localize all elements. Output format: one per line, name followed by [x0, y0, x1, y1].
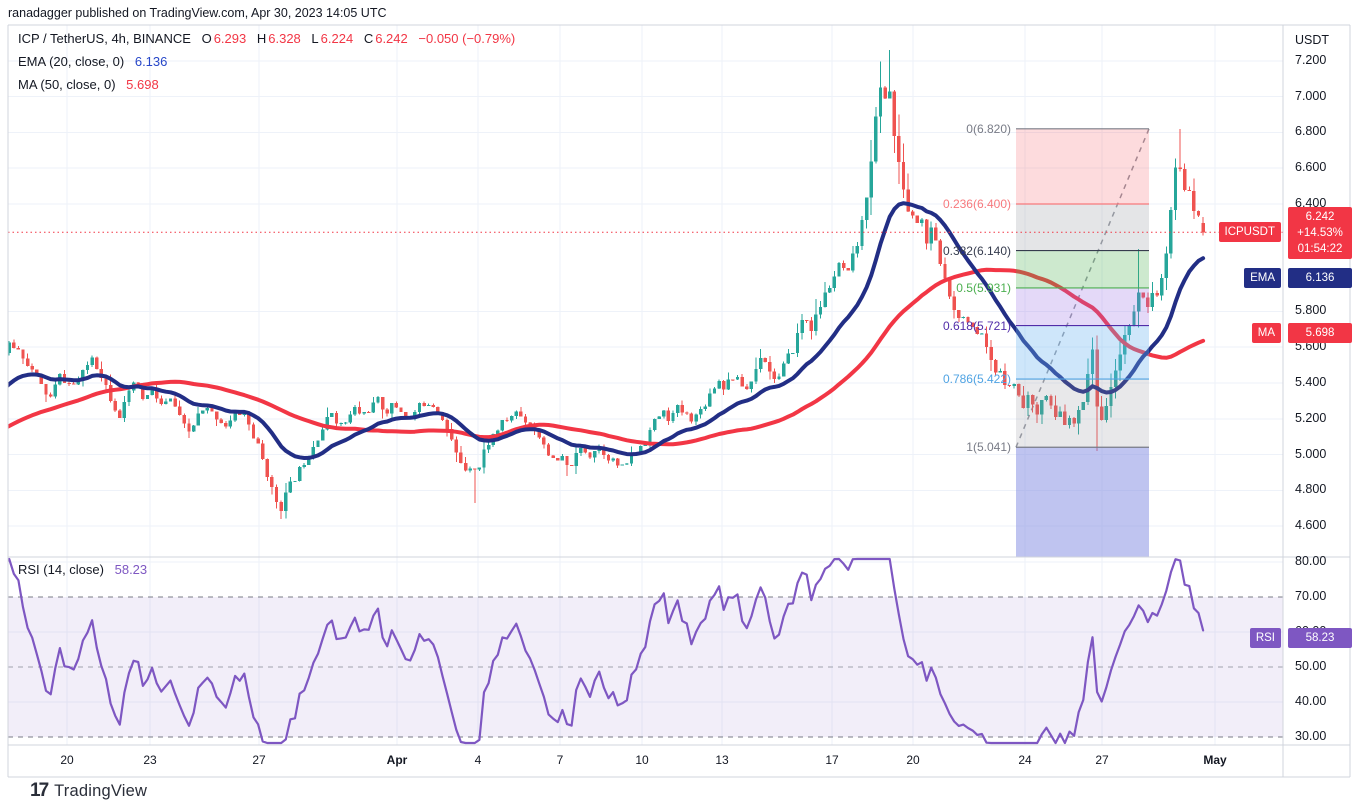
time-tick-label: 13: [715, 753, 729, 767]
rsi-tick-label: 30.00: [1295, 729, 1327, 743]
symbol-legend-row[interactable]: ICP / TetherUS, 4h, BINANCE O 6.293 H 6.32…: [18, 27, 515, 50]
bar-countdown: 01:54:22: [1297, 242, 1343, 255]
open-value: 6.293: [213, 31, 247, 46]
time-tick-label: 24: [1018, 753, 1032, 767]
close-value: 6.242: [375, 31, 408, 46]
fib-level-label: 1(5.041): [966, 440, 1011, 455]
ma-axis-badge[interactable]: 5.698: [1288, 323, 1352, 343]
ema-legend-row[interactable]: EMA (20, close, 0) 6.136: [18, 50, 515, 73]
time-tick-label: 10: [635, 753, 649, 767]
rsi-tick-label: 70.00: [1295, 589, 1327, 603]
ma-legend-row[interactable]: MA (50, close, 0) 5.698: [18, 73, 515, 96]
time-tick-label: 27: [1095, 753, 1109, 767]
open-label: O: [201, 31, 212, 46]
ma-tag[interactable]: MA: [1251, 323, 1281, 343]
change-value: −0.050 (−0.79%): [418, 31, 516, 46]
published-attribution: ranadagger published on TradingView.com,…: [8, 6, 387, 20]
time-tick-label: 7: [556, 753, 564, 767]
rsi-tick-label: 50.00: [1295, 659, 1327, 673]
last-price-axis-badge[interactable]: 6.242 +14.53% 01:54:22: [1288, 206, 1352, 259]
price-tick-label: 6.600: [1295, 160, 1327, 175]
fib-level-label: 0.382(6.140): [942, 243, 1011, 258]
ema-tag[interactable]: EMA: [1244, 268, 1281, 288]
fib-level-label: 0.786(5.422): [942, 372, 1011, 387]
price-tick-label: 4.600: [1295, 518, 1327, 533]
price-tick-label: 7.000: [1295, 88, 1327, 103]
fib-level-label: 0.236(6.400): [942, 197, 1011, 211]
ma-50-line: [8, 267, 1206, 447]
high-value: 6.328: [268, 31, 301, 46]
rsi-value: 58.23: [114, 562, 148, 577]
chart-legend: ICP / TetherUS, 4h, BINANCE O 6.293 H 6.32…: [18, 27, 515, 96]
fib-level-label: 0.5(5.931): [956, 280, 1011, 295]
rsi-tick-label: 80.00: [1295, 554, 1327, 568]
rsi-tag[interactable]: RSI: [1249, 628, 1281, 649]
ema-value: 6.136: [134, 54, 168, 69]
change-percent: +14.53%: [1297, 226, 1343, 239]
candles: [8, 50, 1205, 520]
symbol-title: ICP / TetherUS, 4h, BINANCE: [18, 31, 191, 46]
high-label: H: [256, 31, 267, 46]
price-tick-label: 5.000: [1295, 446, 1327, 461]
low-label: L: [311, 31, 319, 46]
fib-level-label: 0(6.820): [966, 121, 1011, 136]
price-tick-label: 7.200: [1295, 52, 1327, 67]
price-axis-unit: USDT: [1295, 33, 1330, 47]
ema-20-line: [8, 201, 1206, 460]
price-tick-label: 6.800: [1295, 124, 1327, 139]
last-price-symbol-tag[interactable]: ICPUSDT: [1218, 222, 1281, 243]
low-value: 6.224: [320, 31, 354, 46]
last-price: 6.242: [1305, 210, 1335, 223]
rsi-tick-label: 40.00: [1295, 694, 1327, 708]
close-label: C: [363, 31, 374, 46]
price-tick-label: 5.200: [1295, 410, 1327, 425]
price-tick-label: 5.400: [1295, 375, 1327, 389]
time-tick-label: Apr: [386, 753, 408, 767]
price-tick-label: 5.800: [1295, 303, 1327, 318]
time-tick-label: 20: [60, 753, 74, 767]
rsi-label: RSI (14, close): [18, 562, 104, 577]
tradingview-logo-text: TradingView: [54, 781, 148, 800]
rsi-line: [8, 557, 1205, 745]
pane-frame: [7, 24, 1351, 778]
time-tick-label: 23: [143, 753, 157, 767]
ema-label: EMA (20, close, 0): [18, 54, 125, 69]
ma-value: 5.698: [126, 77, 159, 92]
tradingview-logo[interactable]: 17 TradingView: [30, 780, 147, 802]
price-tick-label: 4.800: [1295, 482, 1327, 497]
rsi-legend-row[interactable]: RSI (14, close) 58.23: [18, 562, 147, 577]
ema-axis-badge[interactable]: 6.136: [1288, 268, 1352, 288]
time-tick-label: 17: [825, 753, 839, 767]
time-tick-label: 20: [906, 753, 920, 767]
price-tick-label: 6.400: [1295, 196, 1327, 210]
fib-retracement: [1016, 128, 1149, 557]
time-tick-label: 27: [252, 753, 266, 767]
time-tick-label: May: [1203, 753, 1227, 767]
ma-label: MA (50, close, 0): [18, 77, 116, 92]
fib-level-label: 0.618(5.721): [942, 318, 1011, 333]
tradingview-logo-icon: 17: [30, 780, 49, 801]
time-tick-label: 4: [474, 753, 482, 767]
rsi-axis-badge[interactable]: 58.23: [1288, 628, 1352, 649]
